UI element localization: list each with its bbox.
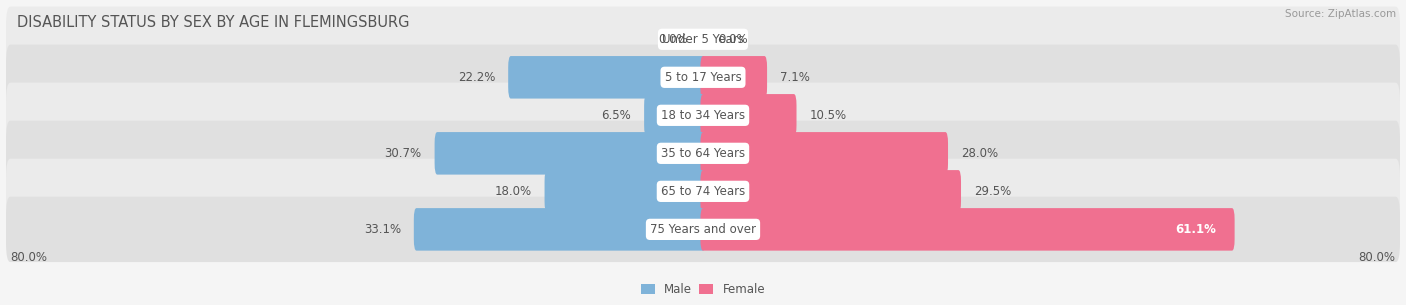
Text: 7.1%: 7.1% <box>780 71 810 84</box>
FancyBboxPatch shape <box>700 132 948 174</box>
FancyBboxPatch shape <box>700 94 797 137</box>
Text: 61.1%: 61.1% <box>1175 223 1216 236</box>
Text: 18.0%: 18.0% <box>495 185 531 198</box>
FancyBboxPatch shape <box>644 94 706 137</box>
FancyBboxPatch shape <box>434 132 706 174</box>
Text: 33.1%: 33.1% <box>364 223 401 236</box>
FancyBboxPatch shape <box>700 170 962 213</box>
FancyBboxPatch shape <box>544 170 706 213</box>
Text: DISABILITY STATUS BY SEX BY AGE IN FLEMINGSBURG: DISABILITY STATUS BY SEX BY AGE IN FLEMI… <box>17 15 409 30</box>
Text: 29.5%: 29.5% <box>974 185 1011 198</box>
Text: 80.0%: 80.0% <box>10 251 48 264</box>
Text: 0.0%: 0.0% <box>718 33 748 46</box>
Text: 30.7%: 30.7% <box>384 147 422 160</box>
FancyBboxPatch shape <box>6 197 1400 262</box>
Text: 0.0%: 0.0% <box>658 33 688 46</box>
FancyBboxPatch shape <box>6 121 1400 186</box>
Text: 75 Years and over: 75 Years and over <box>650 223 756 236</box>
Text: Under 5 Years: Under 5 Years <box>662 33 744 46</box>
Text: 35 to 64 Years: 35 to 64 Years <box>661 147 745 160</box>
FancyBboxPatch shape <box>508 56 706 99</box>
FancyBboxPatch shape <box>6 159 1400 224</box>
FancyBboxPatch shape <box>6 7 1400 72</box>
Text: 18 to 34 Years: 18 to 34 Years <box>661 109 745 122</box>
FancyBboxPatch shape <box>6 45 1400 110</box>
Text: 5 to 17 Years: 5 to 17 Years <box>665 71 741 84</box>
FancyBboxPatch shape <box>700 56 768 99</box>
Text: Source: ZipAtlas.com: Source: ZipAtlas.com <box>1285 9 1396 19</box>
Text: 65 to 74 Years: 65 to 74 Years <box>661 185 745 198</box>
Text: 22.2%: 22.2% <box>458 71 495 84</box>
Text: 80.0%: 80.0% <box>1358 251 1396 264</box>
Text: 6.5%: 6.5% <box>602 109 631 122</box>
Text: 10.5%: 10.5% <box>810 109 846 122</box>
FancyBboxPatch shape <box>413 208 706 251</box>
FancyBboxPatch shape <box>6 83 1400 148</box>
Legend: Male, Female: Male, Female <box>636 278 770 301</box>
FancyBboxPatch shape <box>700 208 1234 251</box>
Text: 28.0%: 28.0% <box>962 147 998 160</box>
